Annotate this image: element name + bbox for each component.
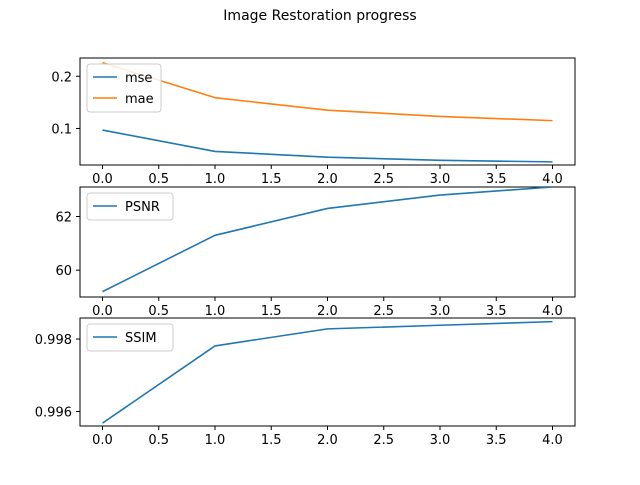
x-tick-label: 3.0	[430, 172, 451, 187]
subplot-3: 0.0 0.5 1.0 1.5 2.0 2.5 3.0 3.5 4.0 0.996 0.998 SSI…	[35, 317, 576, 448]
x-tick-label: 1.5	[261, 172, 282, 187]
y-tick-label: 0.998	[35, 333, 72, 348]
x-tick-label: 0.0	[92, 304, 113, 319]
x-tick-label: 2.5	[373, 172, 394, 187]
subplot-1: 0.0 0.5 1.0 1.5 2.0 2.5 3.0 3.5 4.0 0.1 0.2 mse mae	[51, 57, 576, 187]
x-tick-label: 1.5	[261, 433, 282, 448]
x-tick-label: 1.0	[205, 304, 226, 319]
y-tick-label: 0.2	[51, 70, 72, 85]
x-tick-label: 3.5	[486, 433, 507, 448]
legend-box	[86, 63, 162, 113]
series-line-ssim	[102, 320, 553, 424]
legend-label-mae: mae	[125, 92, 154, 107]
legend-label-psnr: PSNR	[125, 200, 160, 215]
series-line-mae	[102, 61, 553, 122]
plot-frame	[79, 57, 576, 166]
x-tick-label: 0.0	[92, 172, 113, 187]
y-tick-label: 0.996	[35, 406, 72, 421]
x-tick-label: 4.0	[542, 172, 563, 187]
x-tick-label: 3.5	[486, 172, 507, 187]
y-tick-label: 0.1	[51, 122, 72, 137]
y-tick-label: 62	[55, 211, 72, 226]
x-tick-label: 0.5	[148, 304, 169, 319]
figure-title: Image Restoration progress	[223, 8, 417, 24]
subplot-2: 0.0 0.5 1.0 1.5 2.0 2.5 3.0 3.5 4.0 60 62 PSNR	[55, 186, 576, 319]
x-tick-label: 1.0	[205, 172, 226, 187]
series-line-psnr	[102, 187, 553, 293]
x-tick-label: 3.0	[430, 304, 451, 319]
y-tick-label: 60	[55, 264, 72, 279]
x-tick-label: 2.5	[373, 304, 394, 319]
x-tick-label: 3.0	[430, 433, 451, 448]
x-tick-label: 2.0	[317, 304, 338, 319]
x-tick-label: 2.0	[317, 433, 338, 448]
legend-box	[86, 323, 174, 352]
x-tick-label: 4.0	[542, 304, 563, 319]
x-tick-label: 1.5	[261, 304, 282, 319]
x-tick-label: 2.0	[317, 172, 338, 187]
legend-box	[86, 192, 174, 221]
x-tick-label: 0.5	[148, 172, 169, 187]
x-tick-label: 0.0	[92, 433, 113, 448]
legend-label-mse: mse	[125, 71, 152, 86]
x-tick-label: 0.5	[148, 433, 169, 448]
x-tick-label: 3.5	[486, 304, 507, 319]
x-tick-label: 2.5	[373, 433, 394, 448]
series-line-mse	[102, 129, 553, 163]
legend-label-ssim: SSIM	[125, 331, 157, 346]
x-tick-label: 1.0	[205, 433, 226, 448]
x-tick-label: 4.0	[542, 433, 563, 448]
